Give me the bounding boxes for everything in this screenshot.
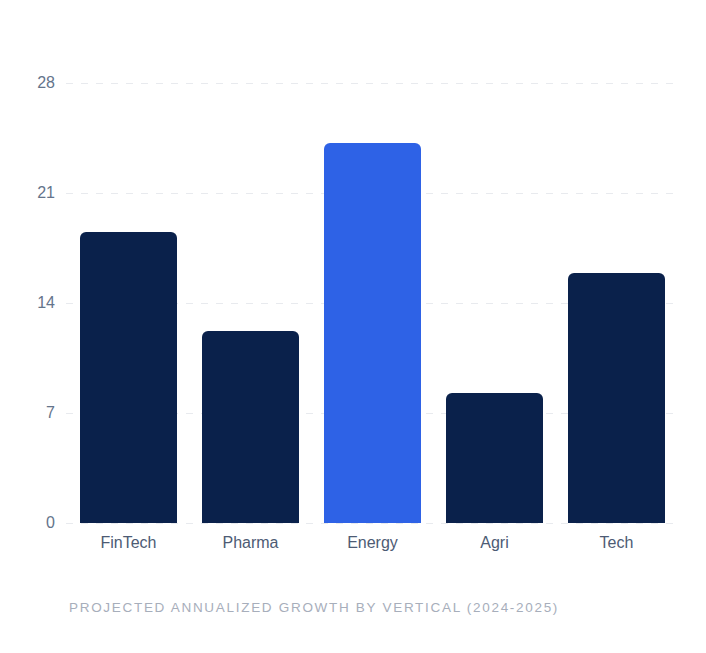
bar-energy — [324, 143, 421, 523]
y-tick-label-14: 14 — [0, 293, 55, 313]
bar-chart: 28 21 14 7 0 FinTechPharmaEnergyAgriTech PRO… — [0, 0, 706, 653]
gridline-28 — [66, 83, 676, 84]
bar-agri — [446, 393, 543, 523]
x-category-label-agri: Agri — [434, 533, 556, 553]
chart-caption: PROJECTED ANNUALIZED GROWTH BY VERTICAL … — [69, 600, 559, 615]
y-tick-label-0: 0 — [0, 513, 55, 533]
x-category-label-fintech: FinTech — [68, 533, 190, 553]
y-tick-label-7: 7 — [0, 403, 55, 423]
y-tick-label-28: 28 — [0, 73, 55, 93]
x-category-label-tech: Tech — [556, 533, 678, 553]
x-category-label-pharma: Pharma — [190, 533, 312, 553]
bar-tech — [568, 273, 665, 523]
y-tick-label-21: 21 — [0, 183, 55, 203]
plot-area — [66, 83, 676, 523]
gridline-0 — [66, 523, 676, 524]
x-category-label-energy: Energy — [312, 533, 434, 553]
bar-fintech — [80, 232, 177, 523]
bar-pharma — [202, 331, 299, 523]
